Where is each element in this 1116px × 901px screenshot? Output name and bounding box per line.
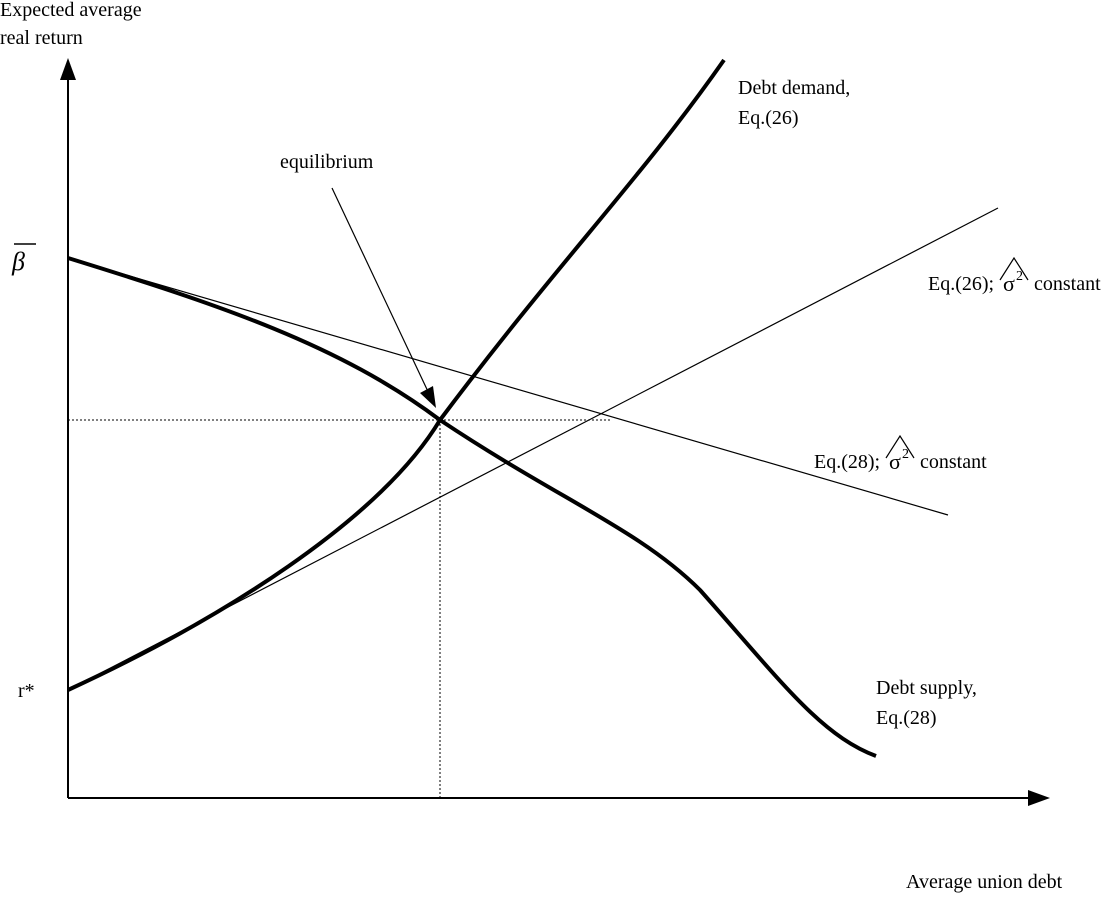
debt-demand-curve <box>67 58 726 692</box>
beta-bar-label: β <box>11 247 25 276</box>
debt-supply-curve <box>67 256 877 758</box>
y-axis-arrowhead <box>60 58 76 80</box>
eq26-sigma-hat <box>999 256 1029 281</box>
equilibrium-arrow <box>331 187 433 401</box>
equilibrium-label: equilibrium <box>280 151 374 173</box>
x-axis-label: Average union debt <box>906 871 1063 893</box>
eq26-sigma: σ <box>1003 271 1015 296</box>
eq28-sigma-constant-line <box>67 257 949 516</box>
debt-supply-label-line1: Debt supply, <box>876 677 977 699</box>
r-star-label: r* <box>18 680 35 702</box>
eq28-label-prefix: Eq.(28); <box>814 451 880 473</box>
eq26-sigma-sup: 2 <box>1016 269 1023 284</box>
eq26-label-prefix: Eq.(26); <box>928 273 994 295</box>
debt-demand-label-line1: Debt demand, <box>738 77 850 99</box>
equilibrium-arrowhead <box>420 386 436 408</box>
eq28-sigma-sup: 2 <box>902 447 909 462</box>
y-axis-label-line1: Expected average <box>0 0 142 21</box>
eq28-label-suffix: constant <box>920 451 987 473</box>
x-axis-arrowhead <box>1028 790 1050 806</box>
eq28-sigma: σ <box>889 449 901 474</box>
eq26-label-suffix: constant <box>1034 273 1101 295</box>
debt-supply-label-line2: Eq.(28) <box>876 707 937 729</box>
debt-demand-label-line2: Eq.(26) <box>738 107 799 129</box>
eq28-sigma-hat <box>885 434 915 459</box>
y-axis-label-line2: real return <box>0 27 83 49</box>
